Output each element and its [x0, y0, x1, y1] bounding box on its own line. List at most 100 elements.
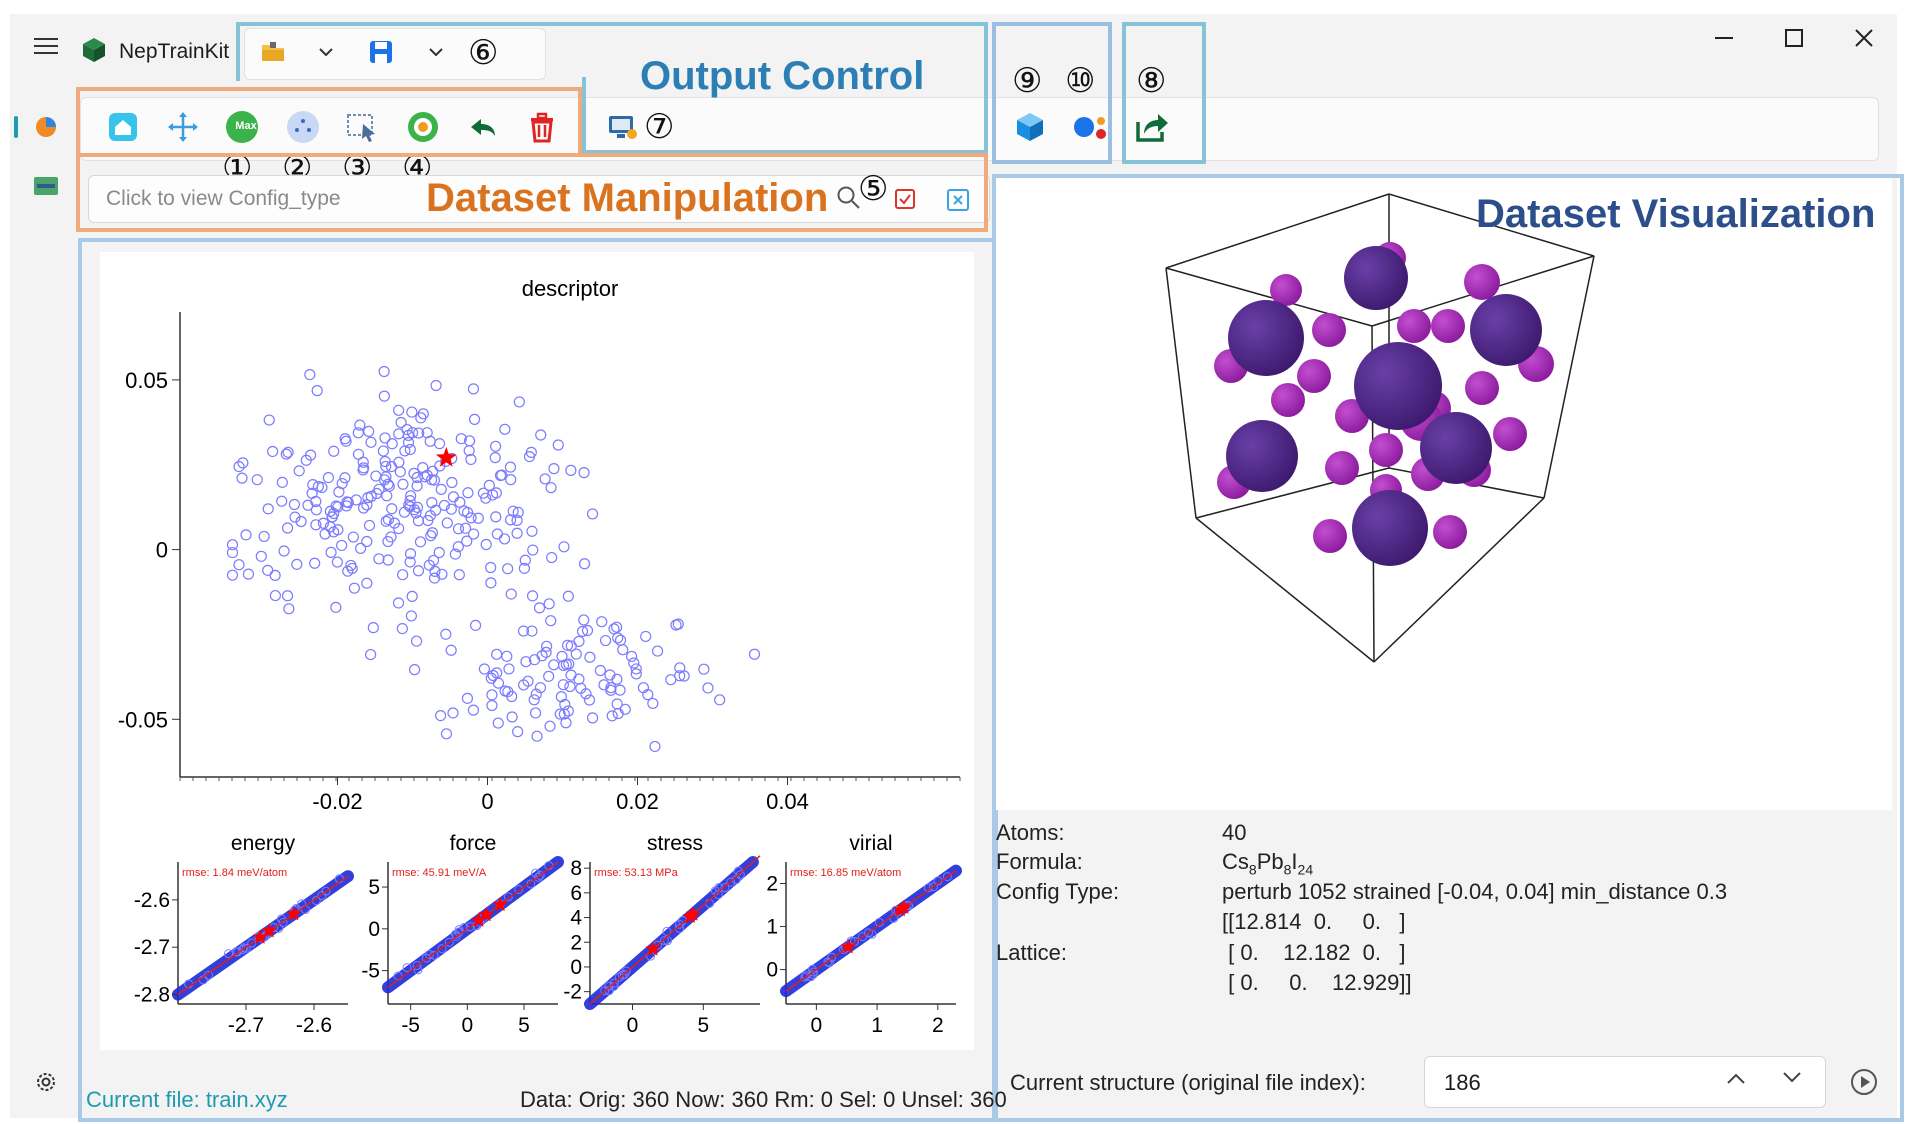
atom-small [1312, 313, 1346, 347]
force-selected-star [471, 912, 487, 927]
force-x-tick-label: 5 [518, 1014, 530, 1037]
index-down-chevron-icon[interactable] [1782, 1071, 1802, 1090]
descriptor-point [499, 423, 511, 435]
descriptor-point [255, 550, 267, 562]
maximize-button[interactable] [1766, 16, 1822, 60]
descriptor-point [310, 519, 322, 531]
descriptor-point [414, 536, 427, 548]
virial-y-tick-label: 0 [766, 959, 778, 982]
deselect-config-icon[interactable] [946, 188, 970, 217]
find-nonphysical-target-button[interactable] [403, 107, 443, 147]
export-descriptor-button[interactable] [603, 107, 643, 147]
virial-point [858, 932, 868, 942]
descriptor-title: descriptor [522, 276, 619, 301]
descriptor-point [397, 478, 409, 490]
plot-area: descriptor -0.02 0 0.02 0.04 0.05 0 -0.05 energy… [100, 252, 974, 1050]
pan-move-button[interactable] [163, 107, 203, 147]
descriptor-point [282, 446, 294, 458]
descriptor-point [491, 648, 503, 660]
descriptor-point [526, 525, 538, 537]
open-file-button[interactable] [253, 32, 293, 72]
descriptor-y-tick-label: 0 [156, 538, 168, 563]
descriptor-point [361, 577, 373, 589]
open-dropdown-chevron-icon[interactable] [306, 32, 346, 72]
toggle-bonds-ball-button[interactable] [1070, 107, 1110, 147]
current-file-status: Current file: train.xyz [86, 1087, 288, 1112]
descriptor-point [330, 601, 342, 613]
search-icon[interactable] [836, 185, 862, 216]
app-title: NepTrainKit [119, 40, 230, 63]
descriptor-point [628, 657, 640, 669]
play-animation-icon[interactable] [1850, 1068, 1878, 1101]
toggle-cell-box-button[interactable] [1010, 107, 1050, 147]
select-by-config-checkbox-icon[interactable] [894, 188, 916, 215]
box-select-button[interactable] [342, 107, 382, 147]
stress-x-tick-label: 5 [697, 1014, 709, 1037]
descriptor-point [242, 568, 255, 580]
force-selected-star [478, 906, 494, 922]
descriptor-point [417, 461, 429, 474]
selected-structure-star [435, 446, 457, 467]
descriptor-point [561, 639, 574, 651]
descriptor-point [573, 673, 585, 685]
structure-viewer[interactable] [996, 178, 1892, 810]
descriptor-point [402, 436, 415, 449]
virial-point [800, 972, 810, 982]
descriptor-point [339, 472, 351, 484]
descriptor-point [280, 448, 292, 460]
hamburger-menu-icon[interactable] [30, 30, 62, 62]
descriptor-point [520, 656, 532, 668]
descriptor-point [552, 439, 564, 451]
save-dropdown-chevron-icon[interactable] [416, 32, 456, 72]
settings-gear-icon[interactable] [30, 1066, 62, 1098]
descriptor-point [505, 588, 517, 600]
dataset-visualization-label: Dataset Visualization [1476, 192, 1876, 236]
atom-small [1313, 519, 1347, 553]
descriptor-point [251, 474, 263, 486]
atom-small [1297, 359, 1331, 393]
descriptor-point [548, 659, 560, 671]
delete-trash-button[interactable] [522, 107, 562, 147]
formula-value: Cs8Pb8I24 [1222, 849, 1314, 878]
descriptor-point [433, 438, 446, 450]
descriptor-point [576, 625, 589, 637]
descriptor-point [449, 548, 461, 560]
descriptor-point [393, 404, 405, 416]
find-max-error-button[interactable] [222, 107, 262, 147]
reset-view-home-button[interactable] [103, 107, 143, 147]
descriptor-point [630, 668, 642, 680]
energy-y-tick-label: -2.6 [134, 889, 170, 912]
undo-button[interactable] [463, 107, 503, 147]
descriptor-point [304, 369, 316, 381]
descriptor-point [392, 597, 405, 609]
descriptor-point [445, 644, 457, 656]
sparse-sample-button[interactable] [283, 107, 323, 147]
descriptor-point [404, 556, 416, 568]
save-button[interactable] [361, 32, 401, 72]
descriptor-point [332, 524, 344, 536]
sidebar-item-console-icon[interactable] [30, 170, 62, 202]
descriptor-point [278, 545, 290, 557]
descriptor-point [386, 503, 398, 515]
lattice-row-3: [ 0. 0. 12.929]] [1222, 970, 1412, 995]
descriptor-point [357, 456, 369, 468]
plots-svg[interactable]: descriptor -0.02 0 0.02 0.04 0.05 0 -0.05 energy… [100, 252, 974, 1050]
force-point [421, 953, 431, 963]
close-window-button[interactable] [1836, 16, 1892, 60]
descriptor-point [322, 471, 335, 484]
stress-point [674, 919, 684, 929]
structure-3d-svg[interactable] [996, 178, 1892, 810]
descriptor-point [408, 504, 421, 516]
export-share-button[interactable] [1132, 107, 1172, 147]
descriptor-point [412, 515, 425, 527]
descriptor-point [240, 529, 252, 541]
descriptor-point [526, 590, 539, 602]
descriptor-point [487, 669, 499, 682]
structure-index-spinbox[interactable] [1424, 1056, 1826, 1108]
sidebar-item-plot-pie-icon[interactable] [30, 111, 62, 143]
atom-large [1228, 300, 1304, 376]
descriptor-point [453, 569, 465, 581]
minimize-button[interactable] [1696, 16, 1752, 60]
descriptor-point [378, 474, 391, 486]
index-up-chevron-icon[interactable] [1726, 1071, 1746, 1090]
